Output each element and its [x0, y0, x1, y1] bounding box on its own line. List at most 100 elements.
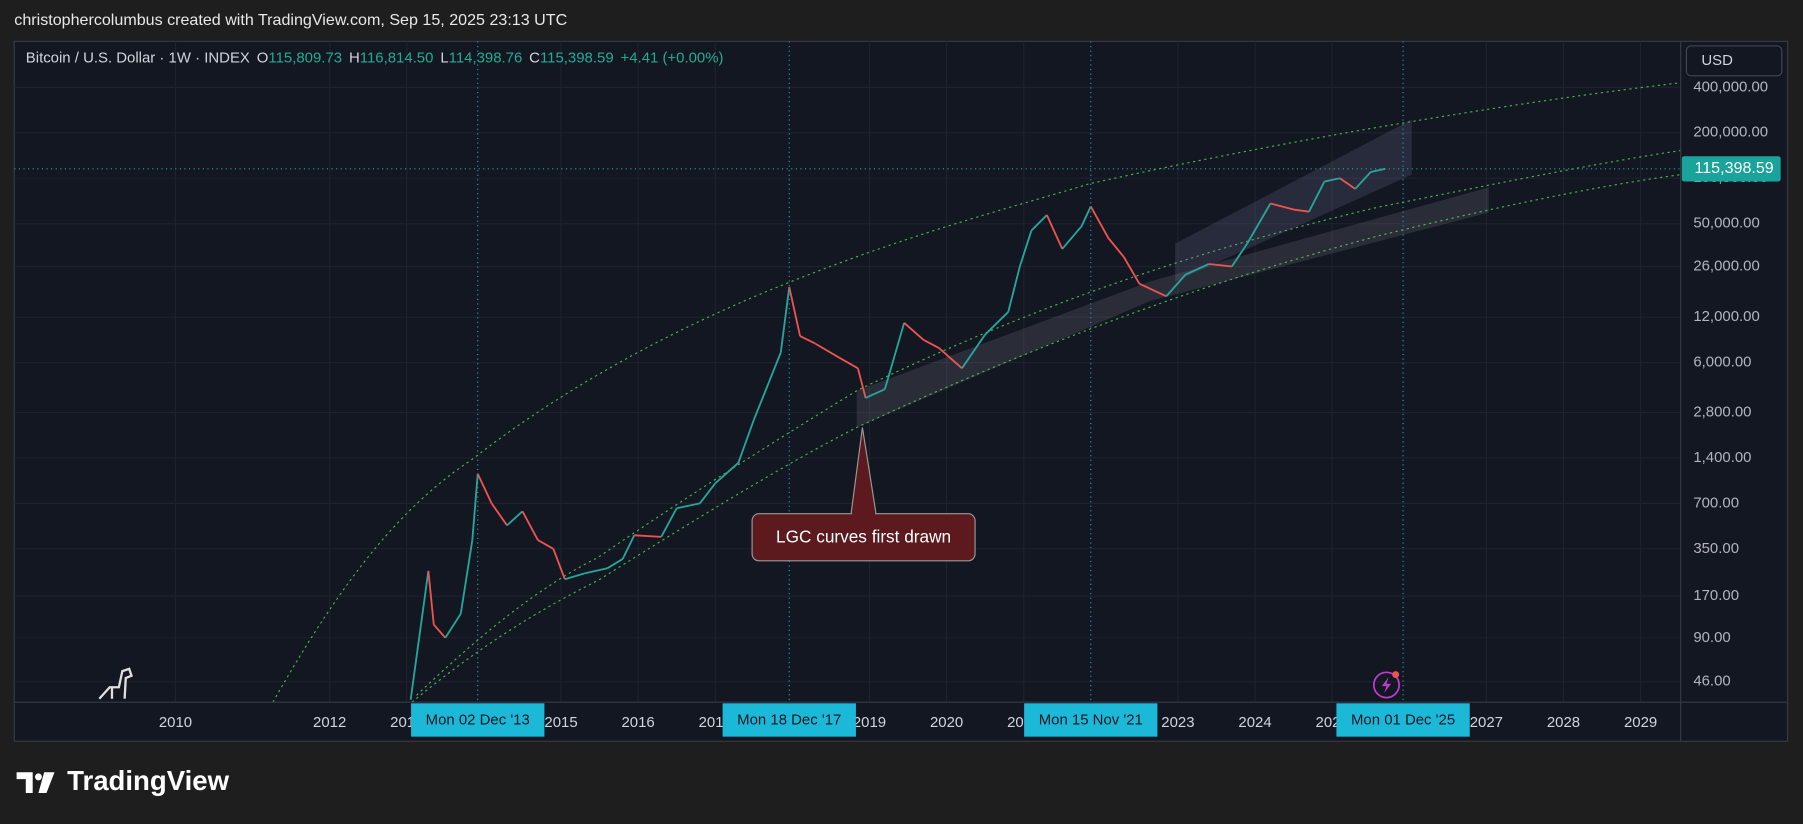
high: 116,814.50 — [360, 50, 434, 67]
change: +4.41 (+0.00%) — [621, 50, 724, 67]
y-tick-label: 6,000.00 — [1693, 354, 1751, 371]
chart-panel — [13, 40, 1789, 742]
x-tick-label: 2028 — [1547, 714, 1580, 731]
price-segment — [521, 510, 539, 541]
lgc-middle-curve — [416, 149, 1681, 696]
price-segment — [476, 473, 493, 504]
lgc-band — [856, 187, 1489, 428]
price-segment — [621, 534, 636, 560]
lightning-icon[interactable] — [1372, 671, 1400, 699]
price-segment — [1123, 256, 1141, 285]
x-tick-label: 2012 — [313, 714, 346, 731]
price-segment — [752, 381, 771, 421]
annotation: LGC curves first drawn — [776, 526, 951, 546]
price-segment — [471, 473, 479, 541]
price-segment — [1138, 282, 1167, 298]
price-segment — [444, 613, 462, 639]
price-segment — [506, 510, 524, 527]
marker-label-box — [411, 703, 545, 737]
last-price-label: 115,398.59 — [1694, 159, 1773, 177]
y-tick-label: 350.00 — [1693, 540, 1739, 557]
price-segment — [737, 419, 755, 464]
price-segment — [788, 286, 801, 337]
price-segment — [1370, 167, 1386, 173]
price-segment — [634, 534, 662, 538]
price-segment — [1030, 214, 1048, 232]
open: 115,809.73 — [268, 50, 342, 67]
price-segment — [1089, 205, 1110, 239]
x-tick-label: 2023 — [1161, 714, 1194, 731]
x-tick-label: 2015 — [544, 714, 577, 731]
last-price-tag — [1681, 156, 1781, 182]
y-tick-label: 50,000.00 — [1693, 215, 1759, 232]
y-tick-label: 1,400.00 — [1693, 449, 1751, 466]
y-tick-label: 2,800.00 — [1693, 403, 1751, 420]
price-segment — [699, 482, 716, 504]
brand: TradingView — [67, 765, 229, 796]
price-segment — [1185, 263, 1210, 276]
price-segment — [815, 342, 840, 359]
price-segment — [676, 502, 701, 510]
marker-label-box — [722, 703, 856, 737]
currency-button[interactable] — [1685, 45, 1783, 77]
price-segment — [427, 570, 435, 625]
dino-icon — [98, 667, 133, 700]
x-tick-label: 2024 — [1238, 714, 1271, 731]
x-tick-label: 2010 — [159, 714, 192, 731]
low-label: L — [440, 50, 448, 67]
price-segment — [1231, 242, 1249, 268]
price-segment — [1308, 181, 1326, 213]
price-segment — [865, 388, 886, 399]
price-segment — [1045, 214, 1064, 250]
marker-label: Mon 01 Dec '25 — [1351, 712, 1455, 729]
price-segment — [857, 368, 867, 399]
price-segment — [1208, 263, 1232, 268]
x-tick-label: 2020 — [930, 714, 963, 731]
y-tick-label: 46.00 — [1693, 673, 1730, 690]
y-tick-label: 170.00 — [1693, 587, 1739, 604]
y-tick-label: 400,000.00 — [1693, 78, 1768, 95]
low: 114,398.76 — [449, 50, 523, 67]
price-segment — [1165, 273, 1187, 297]
price-segment — [799, 335, 816, 345]
price-segment — [961, 334, 986, 369]
brand-logo — [16, 772, 55, 793]
high-label: H — [349, 50, 360, 67]
lgc-upper-curve — [272, 82, 1681, 703]
close: 115,398.59 — [540, 50, 614, 67]
price-segment — [1007, 266, 1021, 313]
x-tick-label: 2019 — [853, 714, 886, 731]
price-segment — [838, 356, 859, 370]
price-segment — [923, 338, 940, 349]
x-tick-label: 2027 — [1470, 714, 1503, 731]
price-segment — [779, 286, 791, 353]
marker-label: Mon 15 Nov '21 — [1039, 712, 1143, 729]
price-segment — [537, 539, 554, 550]
callout-joint — [852, 510, 876, 517]
marker-label: Mon 02 Dec '13 — [426, 712, 530, 729]
y-tick-label: 12,000.00 — [1693, 308, 1759, 325]
open-label: O — [257, 50, 269, 67]
price-segment — [1354, 171, 1372, 190]
channel — [1175, 119, 1412, 282]
plot — [14, 41, 1681, 703]
marker-label-box — [1024, 703, 1158, 737]
price-segment — [903, 322, 925, 341]
currency[interactable]: USD — [1701, 52, 1733, 69]
price-segment — [1339, 177, 1356, 190]
header-text: christophercolumbus created with Trading… — [14, 11, 567, 29]
ohlc-legend: Bitcoin / U.S. Dollar · 1W · INDEX O115,8… — [26, 50, 724, 67]
price-segment — [1293, 208, 1310, 213]
price-segment — [768, 352, 782, 382]
close-label: C — [529, 50, 540, 67]
price-segment — [1080, 206, 1092, 227]
price-segment — [459, 539, 474, 614]
price-segment — [606, 558, 624, 570]
x-tick-label: 2029 — [1624, 714, 1657, 731]
price-segment — [938, 347, 963, 369]
price-segment — [984, 311, 1009, 336]
y-tick-label: 90.00 — [1693, 629, 1730, 646]
y-tick-label: 700.00 — [1693, 494, 1739, 511]
